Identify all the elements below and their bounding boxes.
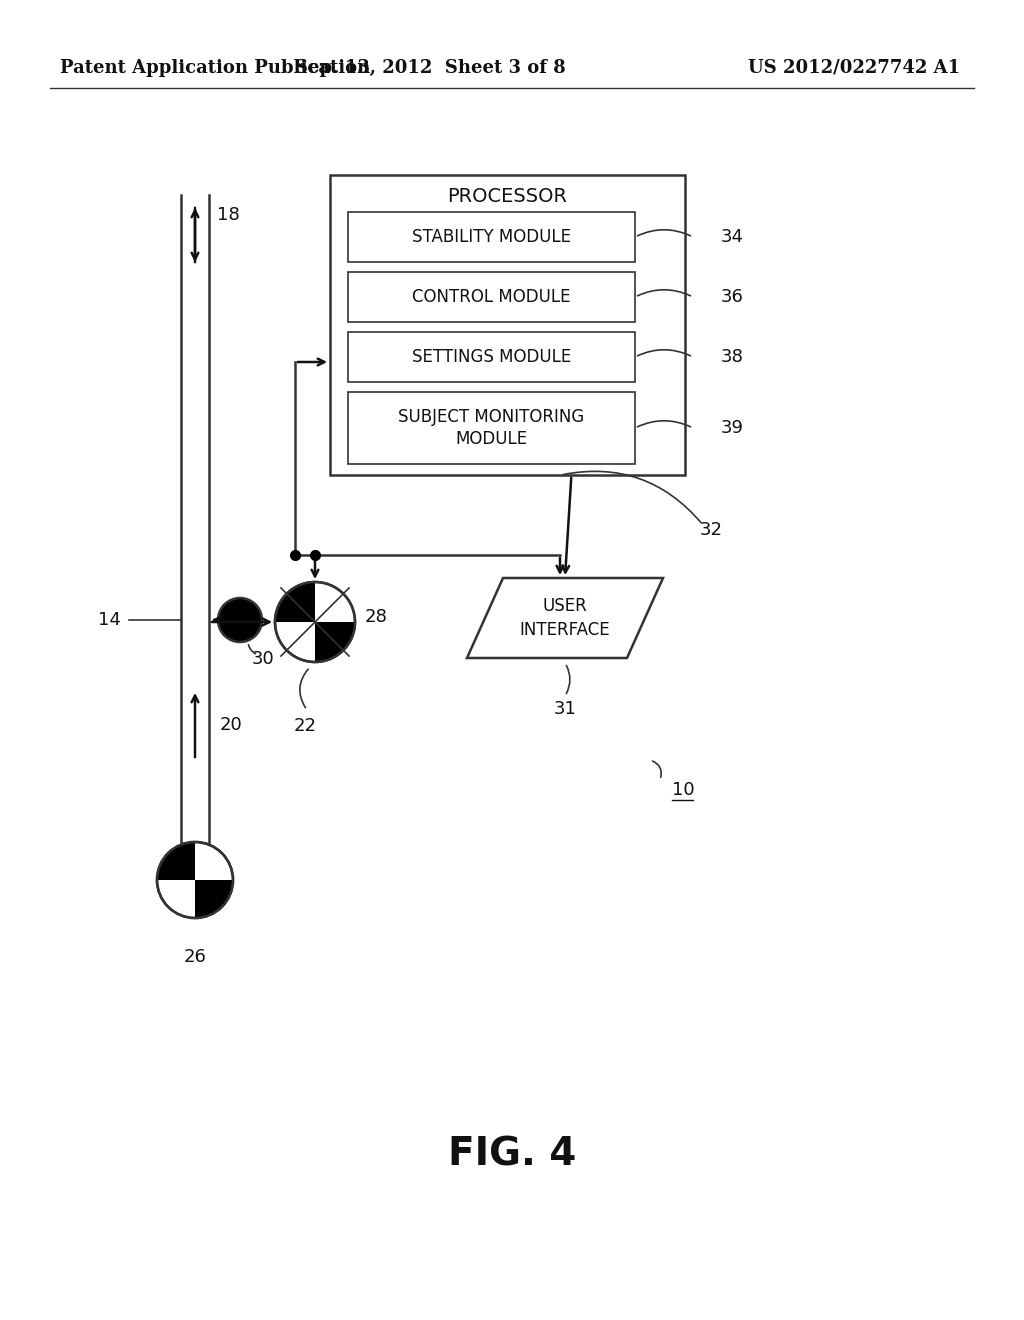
Text: STABILITY MODULE: STABILITY MODULE (412, 228, 571, 246)
Wedge shape (157, 842, 195, 880)
Text: 22: 22 (294, 717, 316, 735)
Text: 28: 28 (365, 609, 388, 626)
Bar (330, 176, 685, 475)
Text: PROCESSOR: PROCESSOR (447, 187, 567, 206)
Bar (348, 392, 635, 465)
Wedge shape (275, 582, 315, 622)
Text: 36: 36 (721, 288, 743, 306)
Text: FIG. 4: FIG. 4 (447, 1137, 577, 1173)
Text: 31: 31 (554, 700, 577, 718)
Wedge shape (315, 622, 355, 663)
Bar (348, 272, 635, 322)
Text: 39: 39 (721, 418, 744, 437)
Text: 26: 26 (183, 948, 207, 966)
Bar (348, 213, 635, 261)
Text: US 2012/0227742 A1: US 2012/0227742 A1 (748, 59, 961, 77)
Circle shape (157, 842, 233, 917)
Text: CONTROL MODULE: CONTROL MODULE (413, 288, 570, 306)
Text: 38: 38 (721, 348, 743, 366)
Bar (348, 333, 635, 381)
Circle shape (275, 582, 355, 663)
Text: SUBJECT MONITORING
MODULE: SUBJECT MONITORING MODULE (398, 408, 585, 447)
Text: 14: 14 (98, 611, 121, 630)
Text: 32: 32 (700, 521, 723, 539)
Text: SETTINGS MODULE: SETTINGS MODULE (412, 348, 571, 366)
Text: 30: 30 (252, 649, 274, 668)
Text: Sep. 13, 2012  Sheet 3 of 8: Sep. 13, 2012 Sheet 3 of 8 (295, 59, 565, 77)
Circle shape (218, 598, 262, 642)
Text: 34: 34 (721, 228, 744, 246)
Wedge shape (195, 880, 233, 917)
Text: 20: 20 (220, 715, 243, 734)
Text: USER
INTERFACE: USER INTERFACE (520, 597, 610, 639)
Text: Patent Application Publication: Patent Application Publication (60, 59, 371, 77)
Text: 18: 18 (217, 206, 240, 224)
Text: 10: 10 (672, 781, 694, 799)
Polygon shape (467, 578, 663, 657)
